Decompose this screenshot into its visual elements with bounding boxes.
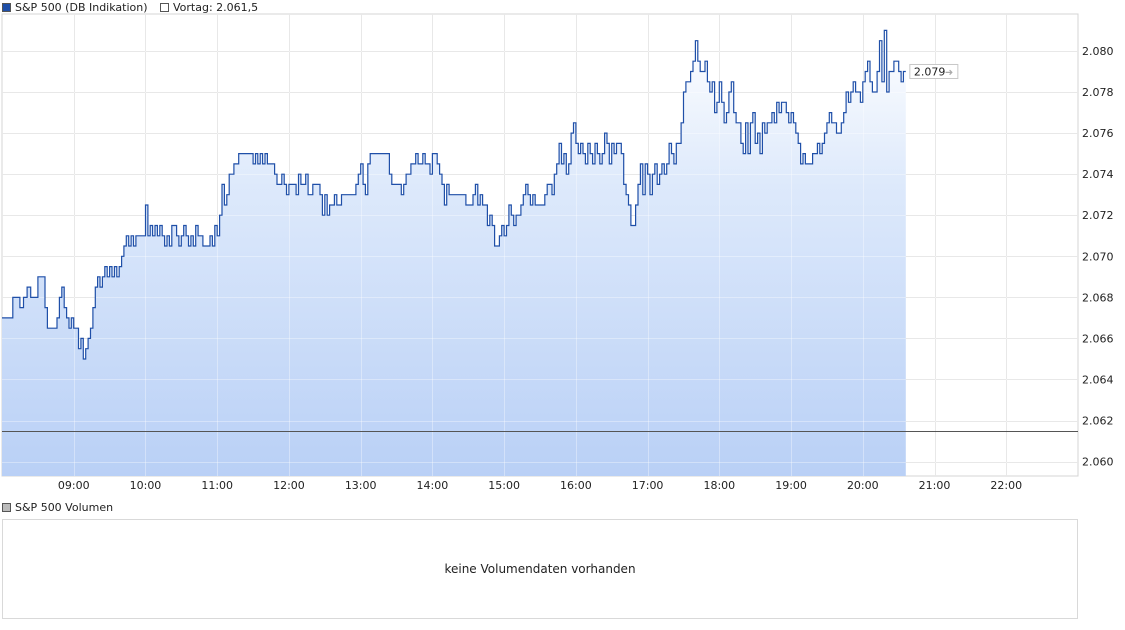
y-tick-label: 2.076 [1082, 127, 1114, 140]
y-tick-label: 2.080 [1082, 45, 1114, 58]
grid-overlay [2, 14, 1078, 476]
price-chart: 2.060 2.062 2.064 2.066 2.068 2.070 2.072 2.074… [1, 13, 1114, 492]
x-tick-label: 09:00 [58, 479, 90, 492]
volume-message: keine Volumendaten vorhanden [444, 562, 636, 576]
y-tick-label: 2.064 [1082, 373, 1114, 386]
x-tick-label: 16:00 [560, 479, 592, 492]
x-tick-label: 18:00 [703, 479, 735, 492]
x-tick-label: 20:00 [847, 479, 879, 492]
y-tick-label: 2.060 [1082, 456, 1114, 469]
y-axis: 2.060 2.062 2.064 2.066 2.068 2.070 2.072 2.074… [1082, 45, 1114, 469]
y-tick-label: 2.074 [1082, 168, 1114, 181]
x-tick-label: 19:00 [775, 479, 807, 492]
last-value-arrow-icon: ➜ [945, 67, 953, 78]
x-tick-label: 14:00 [417, 479, 449, 492]
legend-series: S&P 500 (DB Indikation) [2, 0, 148, 14]
last-value-marker: 2.079 ➜ [909, 63, 959, 79]
x-tick-label: 11:00 [201, 479, 233, 492]
y-tick-label: 2.070 [1082, 250, 1114, 263]
x-tick-label: 10:00 [130, 479, 162, 492]
y-tick-label: 2.072 [1082, 209, 1114, 222]
legend-prev-close: Vortag: 2.061,5 [160, 0, 258, 14]
legend-prev-label: Vortag: 2.061,5 [173, 0, 259, 14]
volume-swatch [2, 502, 11, 512]
price-area [2, 30, 906, 477]
x-axis: 09:00 10:00 11:00 12:00 13:00 14:00 15:00 16:00… [58, 479, 1022, 492]
prev-swatch [160, 2, 169, 12]
y-tick-label: 2.066 [1082, 332, 1114, 345]
volume-panel: keine Volumendaten vorhanden [2, 519, 1078, 619]
series-swatch [2, 2, 11, 12]
y-tick-label: 2.078 [1082, 86, 1114, 99]
x-tick-label: 13:00 [345, 479, 377, 492]
x-tick-label: 22:00 [990, 479, 1022, 492]
legend-series-label: S&P 500 (DB Indikation) [15, 0, 148, 14]
y-tick-label: 2.068 [1082, 291, 1114, 304]
last-value-box [909, 63, 959, 79]
x-tick-label: 12:00 [273, 479, 305, 492]
y-tick-label: 2.062 [1082, 415, 1114, 428]
x-tick-label: 15:00 [488, 479, 520, 492]
last-value-label: 2.079 [914, 65, 946, 78]
legend-volume: S&P 500 Volumen [2, 500, 113, 514]
legend-volume-label: S&P 500 Volumen [15, 500, 114, 514]
x-tick-label: 21:00 [919, 479, 951, 492]
price-line [2, 29, 906, 360]
x-tick-label: 17:00 [632, 479, 664, 492]
